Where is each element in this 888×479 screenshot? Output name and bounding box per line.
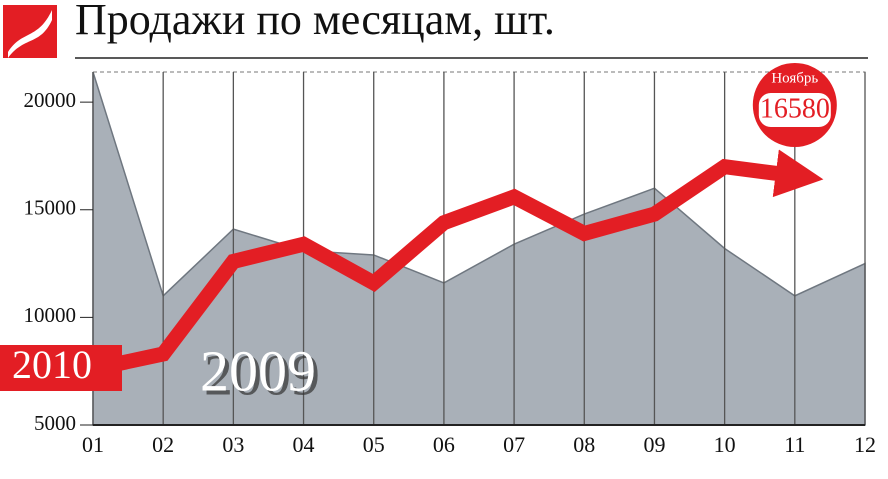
y-tick-label: 20000 [24, 88, 77, 112]
x-tick-label: 05 [363, 432, 385, 457]
legend-label: 2009 [200, 338, 316, 403]
plot: 01 02 03 04 05 06 07 08 09 10 11 12 5000 10000 15000 20… [0, 63, 876, 457]
legend-label-shadow: 2009 [204, 342, 320, 407]
chart-title: Продажи по месяцам, шт. [75, 0, 555, 44]
x-tick-label: 10 [714, 432, 736, 457]
logo-swoosh [8, 10, 52, 58]
y-tick-label: 5000 [34, 411, 76, 435]
x-tick-label: 08 [573, 432, 595, 457]
x-tick-label: 06 [433, 432, 455, 457]
data-label: 16580 [760, 93, 830, 124]
callout-inner [758, 93, 831, 127]
callout-title: Ноябрь [771, 70, 818, 86]
line [91, 149, 824, 377]
x-tick-label: 07 [503, 432, 525, 457]
legend-box [0, 345, 122, 391]
y-tick-label: 15000 [24, 196, 77, 220]
x-tick-label: 04 [293, 432, 315, 457]
x-tick-label: 01 [82, 432, 104, 457]
x-tick-label: 12 [854, 432, 876, 457]
x-tick-label: 03 [222, 432, 244, 457]
x-tick-label: 02 [152, 432, 174, 457]
y-tick-label: 10000 [24, 303, 77, 327]
x-tick-label: 09 [643, 432, 665, 457]
legend-label: 2010 [12, 342, 92, 387]
x-tick-label: 11 [784, 432, 805, 457]
